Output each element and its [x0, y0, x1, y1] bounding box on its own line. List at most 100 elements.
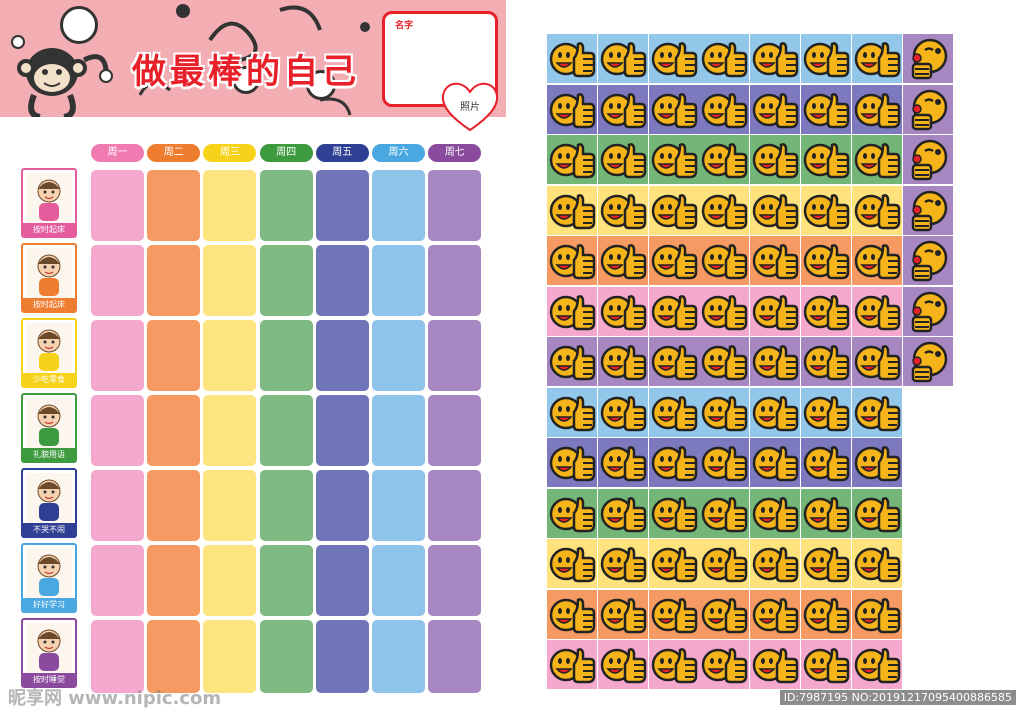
reward-cell[interactable]	[372, 320, 425, 391]
reward-cell[interactable]	[259, 320, 313, 391]
thumbs-up-smiley-icon[interactable]	[801, 34, 851, 83]
thumbs-up-smiley-icon[interactable]	[547, 539, 597, 588]
winking-face-icon[interactable]	[902, 34, 953, 83]
reward-cell[interactable]	[372, 395, 425, 466]
thumbs-up-smiley-icon[interactable]	[547, 640, 597, 689]
reward-cell[interactable]	[147, 245, 201, 316]
reward-cell[interactable]	[372, 245, 425, 316]
reward-cell[interactable]	[91, 470, 144, 541]
thumbs-up-smiley-icon[interactable]	[801, 135, 851, 184]
thumbs-up-smiley-icon[interactable]	[851, 438, 902, 487]
thumbs-up-smiley-icon[interactable]	[801, 185, 851, 235]
thumbs-up-smiley-icon[interactable]	[648, 589, 699, 639]
thumbs-up-smiley-icon[interactable]	[750, 640, 801, 689]
reward-cell[interactable]	[259, 395, 313, 466]
reward-cell[interactable]	[315, 395, 369, 466]
reward-cell[interactable]	[147, 620, 201, 693]
thumbs-up-smiley-icon[interactable]	[801, 438, 851, 487]
thumbs-up-smiley-icon[interactable]	[648, 438, 699, 487]
thumbs-up-smiley-icon[interactable]	[597, 286, 648, 336]
reward-cell[interactable]	[91, 320, 144, 391]
thumbs-up-smiley-icon[interactable]	[801, 286, 851, 336]
thumbs-up-smiley-icon[interactable]	[597, 185, 648, 235]
thumbs-up-smiley-icon[interactable]	[851, 387, 902, 437]
thumbs-up-smiley-icon[interactable]	[851, 640, 902, 689]
thumbs-up-smiley-icon[interactable]	[851, 539, 902, 588]
thumbs-up-smiley-icon[interactable]	[699, 539, 750, 588]
reward-cell[interactable]	[428, 245, 482, 316]
thumbs-up-smiley-icon[interactable]	[699, 236, 750, 285]
thumbs-up-smiley-icon[interactable]	[597, 387, 648, 437]
thumbs-up-smiley-icon[interactable]	[547, 488, 597, 538]
reward-cell[interactable]	[259, 545, 313, 616]
thumbs-up-smiley-icon[interactable]	[597, 589, 648, 639]
reward-cell[interactable]	[203, 395, 257, 466]
thumbs-up-smiley-icon[interactable]	[648, 185, 699, 235]
reward-cell[interactable]	[372, 170, 425, 241]
thumbs-up-smiley-icon[interactable]	[750, 387, 801, 437]
thumbs-up-smiley-icon[interactable]	[851, 488, 902, 538]
thumbs-up-smiley-icon[interactable]	[801, 236, 851, 285]
thumbs-up-smiley-icon[interactable]	[750, 488, 801, 538]
winking-face-icon[interactable]	[902, 236, 953, 285]
reward-cell[interactable]	[372, 620, 425, 693]
reward-cell[interactable]	[203, 170, 257, 241]
thumbs-up-smiley-icon[interactable]	[851, 34, 902, 83]
thumbs-up-smiley-icon[interactable]	[597, 34, 648, 83]
thumbs-up-smiley-icon[interactable]	[597, 337, 648, 386]
reward-cell[interactable]	[428, 470, 482, 541]
reward-cell[interactable]	[315, 170, 369, 241]
reward-cell[interactable]	[91, 395, 144, 466]
thumbs-up-smiley-icon[interactable]	[648, 337, 699, 386]
reward-cell[interactable]	[315, 245, 369, 316]
thumbs-up-smiley-icon[interactable]	[547, 135, 597, 184]
thumbs-up-smiley-icon[interactable]	[851, 337, 902, 386]
thumbs-up-smiley-icon[interactable]	[699, 640, 750, 689]
thumbs-up-smiley-icon[interactable]	[547, 34, 597, 83]
reward-cell[interactable]	[315, 320, 369, 391]
thumbs-up-smiley-icon[interactable]	[597, 488, 648, 538]
thumbs-up-smiley-icon[interactable]	[648, 84, 699, 134]
thumbs-up-smiley-icon[interactable]	[750, 589, 801, 639]
thumbs-up-smiley-icon[interactable]	[547, 185, 597, 235]
thumbs-up-smiley-icon[interactable]	[597, 84, 648, 134]
reward-cell[interactable]	[259, 245, 313, 316]
reward-cell[interactable]	[259, 170, 313, 241]
thumbs-up-smiley-icon[interactable]	[699, 185, 750, 235]
thumbs-up-smiley-icon[interactable]	[699, 488, 750, 538]
thumbs-up-smiley-icon[interactable]	[750, 135, 801, 184]
thumbs-up-smiley-icon[interactable]	[801, 387, 851, 437]
reward-cell[interactable]	[428, 620, 482, 693]
reward-cell[interactable]	[315, 545, 369, 616]
thumbs-up-smiley-icon[interactable]	[699, 34, 750, 83]
thumbs-up-smiley-icon[interactable]	[851, 286, 902, 336]
thumbs-up-smiley-icon[interactable]	[801, 84, 851, 134]
thumbs-up-smiley-icon[interactable]	[801, 589, 851, 639]
reward-cell[interactable]	[259, 470, 313, 541]
thumbs-up-smiley-icon[interactable]	[801, 539, 851, 588]
thumbs-up-smiley-icon[interactable]	[547, 236, 597, 285]
winking-face-icon[interactable]	[902, 286, 953, 336]
reward-cell[interactable]	[91, 545, 144, 616]
thumbs-up-smiley-icon[interactable]	[648, 488, 699, 538]
thumbs-up-smiley-icon[interactable]	[851, 589, 902, 639]
reward-cell[interactable]	[428, 320, 482, 391]
thumbs-up-smiley-icon[interactable]	[648, 539, 699, 588]
thumbs-up-smiley-icon[interactable]	[648, 135, 699, 184]
thumbs-up-smiley-icon[interactable]	[648, 640, 699, 689]
thumbs-up-smiley-icon[interactable]	[699, 286, 750, 336]
thumbs-up-smiley-icon[interactable]	[547, 438, 597, 487]
reward-cell[interactable]	[372, 470, 425, 541]
reward-cell[interactable]	[91, 170, 144, 241]
reward-cell[interactable]	[203, 470, 257, 541]
reward-cell[interactable]	[203, 245, 257, 316]
reward-cell[interactable]	[372, 545, 425, 616]
reward-cell[interactable]	[315, 470, 369, 541]
thumbs-up-smiley-icon[interactable]	[699, 589, 750, 639]
thumbs-up-smiley-icon[interactable]	[750, 185, 801, 235]
thumbs-up-smiley-icon[interactable]	[648, 236, 699, 285]
thumbs-up-smiley-icon[interactable]	[648, 286, 699, 336]
reward-cell[interactable]	[91, 620, 144, 693]
reward-cell[interactable]	[259, 620, 313, 693]
thumbs-up-smiley-icon[interactable]	[851, 185, 902, 235]
